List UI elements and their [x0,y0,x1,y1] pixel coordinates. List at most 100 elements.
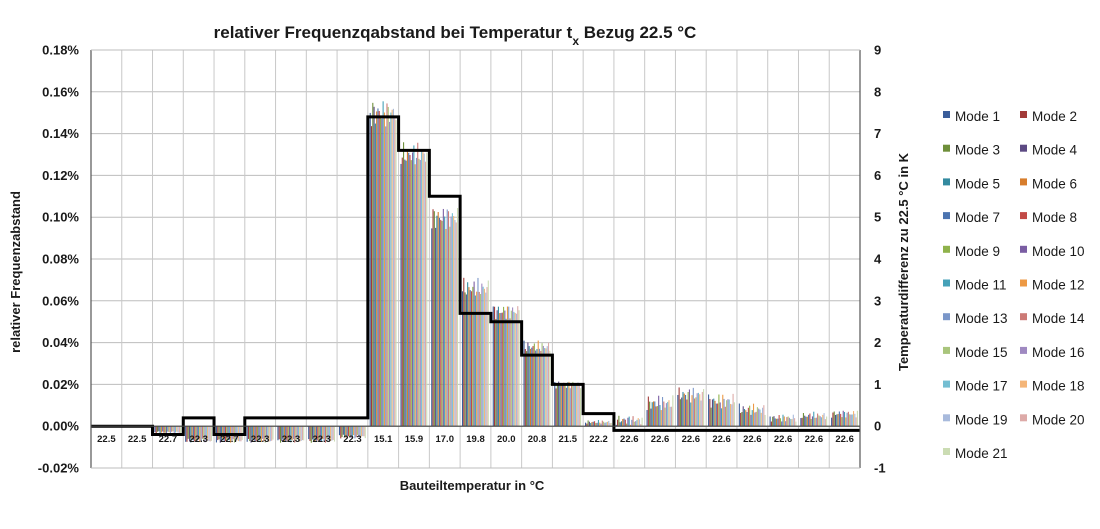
bar-mode-9 [626,423,628,427]
bar-mode-20 [824,419,826,427]
bar-mode-6 [776,418,778,427]
bar-mode-1 [431,228,433,427]
bar-mode-20 [547,342,550,427]
bar-mode-18 [606,421,609,427]
bar-mode-12 [783,416,785,427]
bar-mode-17 [390,112,392,427]
bar-mode-6 [222,426,224,440]
bar-mode-12 [414,164,416,427]
bar-mode-7 [408,152,410,427]
bar-mode-17 [667,401,669,427]
bar-mode-7 [500,312,502,427]
bar-mode-9 [564,384,566,427]
bar-mode-5 [651,402,653,427]
bar-mode-14 [201,426,203,439]
bar-mode-8 [347,426,350,437]
bar-mode-7 [377,108,379,427]
bar-mode-17 [236,426,238,440]
bar-mode-16 [542,345,544,427]
legend-swatch [1020,279,1027,287]
bar-mode-20 [394,116,396,427]
y2-tick-label: 4 [874,252,882,267]
bar-mode-11 [690,402,692,427]
bar-mode-17 [820,417,823,427]
legend-label: Mode 17 [955,379,1008,394]
bar-mode-15 [541,343,543,427]
bar-mode-1 [338,426,341,436]
bar-mode-18 [729,403,732,427]
bar-mode-19 [700,400,702,427]
bar-mode-16 [788,417,790,427]
bar-mode-17 [205,426,207,440]
bar-mode-18 [822,414,824,427]
bar-mode-8 [194,426,196,442]
bar-mode-11 [167,426,169,432]
bar-mode-20 [363,426,365,437]
bar-mode-3 [802,413,804,427]
bar-mode-1 [308,426,310,440]
bar-mode-14 [355,426,357,438]
x-category-label: 20.8 [528,434,547,445]
bar-mode-18 [545,348,547,427]
y2-tick-label: -1 [874,461,886,476]
bar-mode-1 [369,112,371,427]
bar-mode-5 [405,160,407,427]
y2-tick-label: 8 [874,84,881,99]
x-category-label: 22.6 [651,434,670,445]
bar-mode-4 [312,426,314,440]
bar-mode-6 [529,348,532,427]
bar-mode-5 [620,421,623,427]
bar-mode-3 [279,426,282,443]
bar-mode-9 [749,405,751,427]
bar-mode-3 [833,411,835,427]
bar-mode-1 [492,306,494,427]
bar-mode-3 [772,416,774,427]
bar-mode-11 [321,426,323,442]
legend-label: Mode 14 [1032,311,1085,326]
y2-tick-label: 6 [874,168,881,183]
bar-mode-3 [587,420,589,427]
bar-mode-11 [259,426,261,442]
bar-mode-8 [747,407,749,427]
bar-mode-3 [464,292,466,427]
bar-mode-11 [567,382,569,427]
bar-mode-15 [818,415,820,427]
x-category-label: 15.1 [374,434,393,445]
bar-mode-1 [831,417,833,427]
bar-mode-9 [287,426,289,441]
bar-mode-9 [718,394,720,427]
bar-mode-21 [487,280,489,427]
bar-mode-8 [624,419,626,427]
legend-swatch [1020,313,1027,321]
legend-label: Mode 2 [1032,109,1077,124]
bar-mode-8 [532,345,534,427]
bar-mode-7 [715,403,717,427]
bar-mode-11 [751,410,753,427]
bar-mode-14 [386,103,388,427]
bar-mode-4 [465,294,467,427]
bar-mode-16 [758,408,760,427]
bar-mode-13 [292,426,294,440]
bar-mode-8 [163,426,165,433]
bar-mode-4 [558,381,560,427]
legend-label: Mode 7 [955,210,1000,225]
bar-mode-12 [506,306,508,427]
legend-swatch [943,448,950,455]
bar-mode-18 [760,412,762,427]
bar-mode-11 [505,318,507,427]
bar-mode-2 [678,387,680,427]
bar-mode-19 [485,292,487,427]
bar-mode-10 [350,426,352,438]
bar-mode-2 [278,426,280,440]
legend-swatch [1020,111,1027,118]
bar-mode-16 [604,422,606,427]
bar-mode-17 [851,414,853,427]
x-category-label: 22.6 [805,434,824,445]
bar-mode-7 [254,426,256,442]
bar-mode-10 [565,387,567,427]
bar-mode-8 [717,403,719,427]
bar-mode-4 [281,426,283,442]
bar-mode-11 [720,408,723,427]
bar-mode-21 [272,426,274,440]
bar-mode-20 [209,426,211,442]
